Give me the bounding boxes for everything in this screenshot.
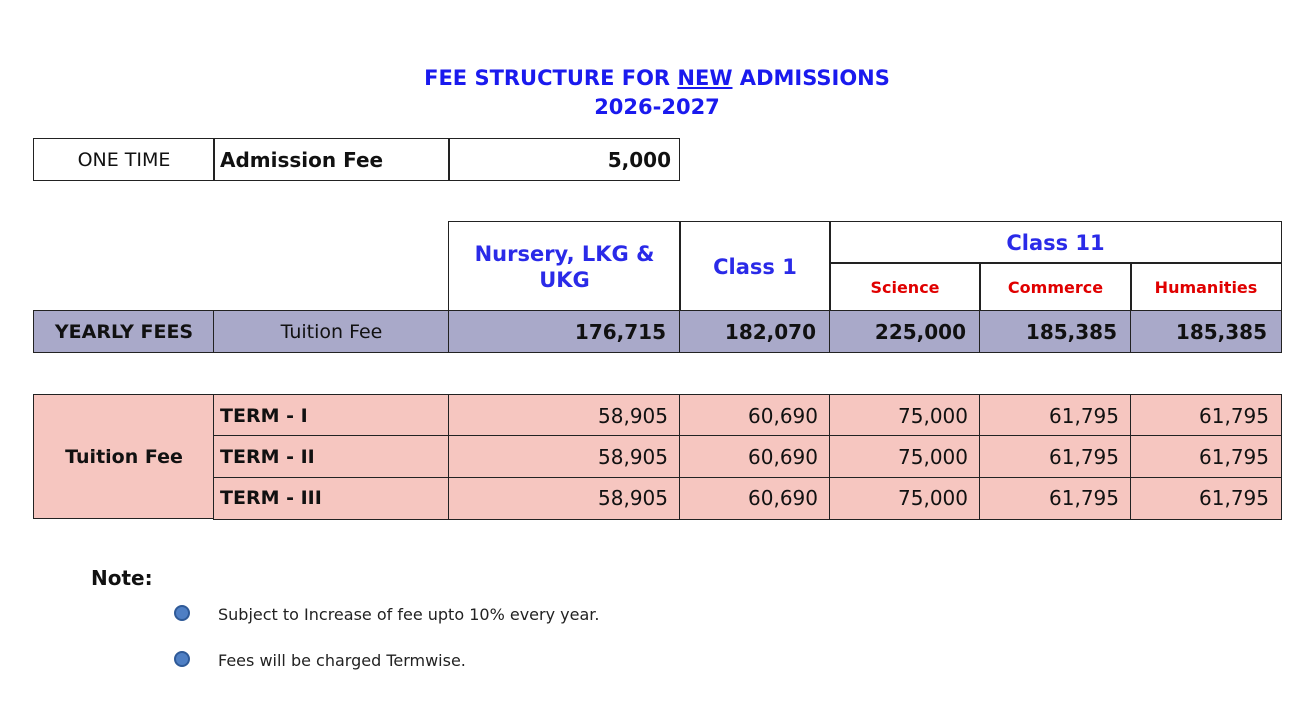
one-time-label: ONE TIME (33, 138, 215, 181)
term-value: 75,000 (829, 476, 981, 520)
note-item: Subject to Increase of fee upto 10% ever… (218, 605, 600, 624)
bullet-icon (174, 605, 190, 621)
academic-year: 2026-2027 (594, 95, 720, 119)
yearly-value: 185,385 (1130, 310, 1282, 353)
header-class1: Class 1 (679, 221, 831, 312)
yearly-item: Tuition Fee (213, 310, 450, 353)
term-value: 58,905 (448, 435, 681, 479)
term-value: 60,690 (679, 476, 831, 520)
header-class11: Class 11 (829, 221, 1282, 264)
yearly-value: 185,385 (979, 310, 1132, 353)
admission-fee-label: Admission Fee (213, 138, 450, 181)
term-value: 75,000 (829, 435, 981, 479)
term-value: 61,795 (979, 435, 1132, 479)
term-value: 58,905 (448, 394, 681, 437)
term-group-label: Tuition Fee (33, 394, 215, 519)
term-value: 61,795 (1130, 394, 1282, 437)
yearly-value: 225,000 (829, 310, 981, 353)
yearly-value: 176,715 (448, 310, 681, 353)
term-value: 61,795 (979, 476, 1132, 520)
term-name: TERM - II (213, 435, 450, 479)
note-heading: Note: (91, 566, 153, 590)
header-science: Science (829, 262, 981, 312)
term-value: 60,690 (679, 394, 831, 437)
yearly-value: 182,070 (679, 310, 831, 353)
term-name: TERM - I (213, 394, 450, 437)
bullet-icon (174, 651, 190, 667)
term-value: 61,795 (1130, 476, 1282, 520)
term-value: 60,690 (679, 435, 831, 479)
term-value: 61,795 (1130, 435, 1282, 479)
page-title: FEE STRUCTURE FOR NEW ADMISSIONS (424, 66, 890, 90)
term-value: 61,795 (979, 394, 1132, 437)
yearly-fees-label: YEARLY FEES (33, 310, 215, 353)
term-value: 75,000 (829, 394, 981, 437)
admission-fee-amount: 5,000 (448, 138, 680, 181)
header-nursery: Nursery, LKG & UKG (448, 221, 681, 312)
header-humanities: Humanities (1130, 262, 1282, 312)
header-commerce: Commerce (979, 262, 1132, 312)
term-name: TERM - III (213, 476, 450, 520)
note-item: Fees will be charged Termwise. (218, 651, 466, 670)
term-value: 58,905 (448, 476, 681, 520)
